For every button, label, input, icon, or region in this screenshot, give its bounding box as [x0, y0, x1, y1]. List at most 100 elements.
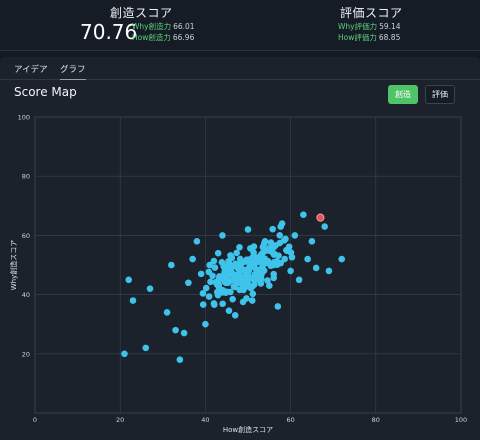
- evaluation-sub-scores: Why評価力 59.14 How評価力 68.85: [338, 21, 401, 43]
- y-tick-label: 20: [22, 350, 30, 358]
- data-point: [231, 283, 239, 291]
- data-point: [254, 254, 262, 262]
- data-point: [264, 277, 271, 284]
- creation-mode-button[interactable]: 創造: [388, 85, 418, 104]
- data-point: [252, 276, 259, 283]
- data-point: [243, 266, 250, 274]
- y-axis-label: Why創造スコア: [9, 240, 18, 291]
- data-point: [233, 260, 241, 268]
- data-point: [216, 273, 223, 280]
- chart-grid: [34, 116, 462, 414]
- data-point: [308, 238, 316, 245]
- data-point: [225, 307, 233, 314]
- why-creation-line: Why創造力 66.01: [132, 21, 195, 32]
- data-point: [197, 270, 205, 278]
- why-creation-label: Why創造力: [132, 22, 172, 31]
- data-point: [207, 278, 214, 286]
- data-point: [321, 223, 328, 230]
- data-point: [300, 211, 307, 218]
- how-creation-label: How創造力: [132, 33, 171, 42]
- score-header: 創造スコア 70.76 Why創造力 66.01 How創造力 66.96 評価スコ…: [0, 0, 480, 51]
- x-tick-label: 40: [201, 416, 209, 424]
- y-tick-label: 80: [22, 173, 30, 181]
- evaluation-mode-button[interactable]: 評価: [425, 85, 455, 104]
- data-point: [338, 255, 346, 263]
- data-point: [206, 261, 213, 269]
- data-point: [295, 276, 303, 284]
- data-point: [281, 255, 288, 263]
- data-point: [239, 281, 246, 289]
- how-creation-line: How創造力 66.96: [132, 32, 195, 43]
- tab-idea[interactable]: アイデア: [14, 65, 48, 75]
- data-point: [312, 264, 320, 272]
- graph-panel: アイデア グラフ Score Map 創造 評価 0 20 40 60 80 100 20 4…: [0, 57, 480, 440]
- data-point: [257, 275, 265, 283]
- data-point: [223, 272, 231, 280]
- creation-score-value: 70.76: [80, 20, 138, 44]
- data-point: [227, 288, 234, 296]
- y-tick-label: 100: [18, 114, 30, 122]
- data-point: [205, 268, 213, 276]
- data-point: [229, 295, 236, 303]
- x-tick-label: 100: [455, 416, 467, 424]
- data-point: [287, 249, 295, 256]
- data-point: [214, 249, 222, 257]
- how-creation-value: 66.96: [172, 33, 195, 42]
- x-tick-label: 80: [372, 416, 380, 424]
- creation-sub-scores: Why創造力 66.01 How創造力 66.96: [132, 21, 195, 43]
- data-point: [244, 226, 252, 233]
- data-point: [210, 301, 218, 308]
- data-point: [282, 235, 289, 243]
- data-point: [276, 239, 283, 247]
- how-evaluation-line: How評価力 68.85: [338, 32, 401, 43]
- why-evaluation-value: 59.14: [379, 22, 401, 31]
- data-point: [121, 350, 128, 358]
- data-point: [270, 251, 278, 258]
- how-evaluation-label: How評価力: [338, 33, 377, 42]
- data-point: [210, 257, 218, 265]
- tab-graph[interactable]: グラフ: [60, 63, 86, 80]
- plot-border: [34, 116, 462, 414]
- data-point: [202, 284, 210, 292]
- x-tick-label: 60: [286, 416, 294, 424]
- data-point: [245, 256, 252, 263]
- data-point: [227, 252, 234, 259]
- data-point: [269, 225, 276, 233]
- y-tick-label: 60: [22, 232, 30, 240]
- data-point: [276, 231, 284, 239]
- why-evaluation-line: Why評価力 59.14: [338, 21, 401, 32]
- why-evaluation-label: Why評価力: [338, 22, 378, 31]
- data-point: [248, 297, 256, 304]
- data-point: [304, 255, 311, 263]
- data-point: [277, 259, 284, 267]
- chart-title: Score Map: [14, 85, 77, 99]
- data-point: [259, 263, 266, 270]
- data-point: [219, 300, 226, 308]
- data-point: [129, 297, 137, 304]
- data-point: [266, 282, 273, 290]
- data-point: [277, 223, 285, 230]
- data-point: [193, 238, 201, 245]
- data-point: [211, 264, 219, 271]
- data-point: [189, 255, 196, 263]
- evaluation-score-title: 評価スコア: [340, 6, 403, 20]
- data-point: [236, 243, 243, 251]
- y-tick-label: 40: [22, 291, 30, 299]
- axis-ticks: 0 20 40 60 80 100 20 40 60 80 100: [18, 114, 468, 424]
- x-tick-label: 0: [33, 416, 37, 424]
- data-point: [215, 281, 223, 288]
- data-point: [125, 276, 133, 284]
- data-point: [176, 356, 184, 364]
- data-point: [265, 247, 273, 254]
- data-point: [249, 290, 257, 298]
- data-point: [270, 270, 278, 278]
- data-point: [255, 269, 262, 276]
- data-point: [199, 290, 207, 297]
- data-point: [325, 267, 333, 275]
- data-point: [205, 293, 213, 300]
- data-point: [180, 329, 188, 337]
- data-point: [239, 298, 247, 306]
- data-point: [213, 288, 221, 296]
- data-point: [250, 243, 258, 250]
- creation-score-title: 創造スコア: [110, 6, 173, 20]
